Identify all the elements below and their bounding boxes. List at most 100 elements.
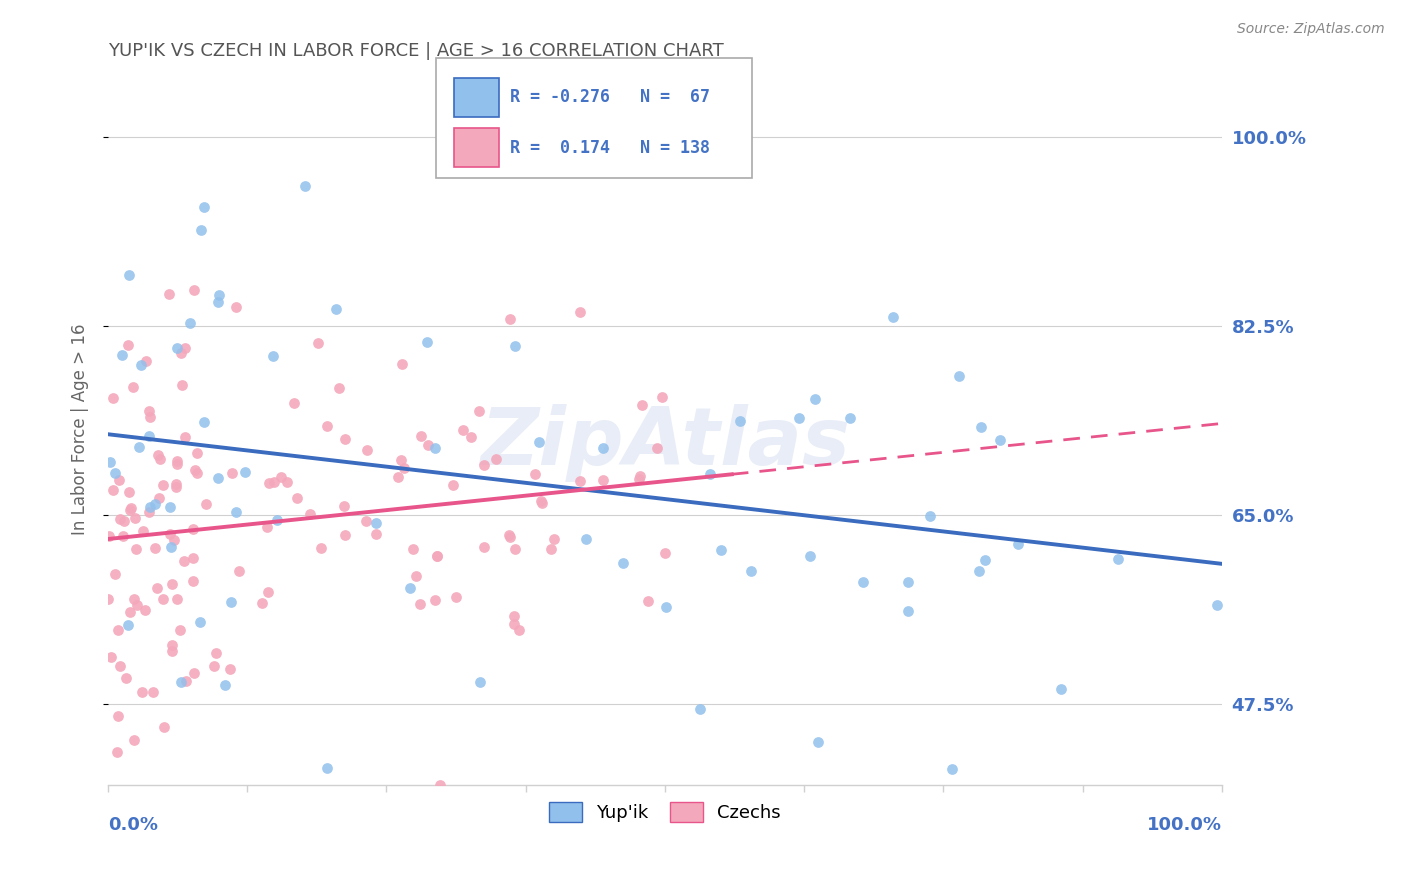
Point — [138, 429, 160, 443]
Point — [897, 575, 920, 590]
Point — [806, 735, 828, 749]
Point — [948, 369, 970, 384]
Point — [118, 268, 141, 282]
Point — [183, 550, 205, 565]
Point — [540, 541, 562, 556]
Text: R = -0.276   N =  67: R = -0.276 N = 67 — [510, 88, 710, 106]
Text: Source: ZipAtlas.com: Source: ZipAtlas.com — [1237, 22, 1385, 37]
Point — [166, 591, 188, 606]
Point — [405, 568, 427, 582]
Point — [160, 638, 183, 652]
Point — [508, 623, 530, 637]
Point — [115, 671, 138, 685]
Point — [166, 454, 188, 468]
Point — [101, 391, 124, 405]
Point — [411, 429, 433, 443]
Point — [257, 584, 280, 599]
Point — [472, 541, 495, 555]
Point — [655, 599, 678, 614]
Point — [654, 546, 676, 560]
Point — [218, 662, 240, 676]
Point — [325, 301, 347, 316]
Point — [503, 339, 526, 353]
Point — [294, 179, 316, 194]
Point — [214, 678, 236, 692]
Point — [162, 577, 184, 591]
Point — [627, 472, 650, 486]
Point — [122, 733, 145, 747]
Point — [543, 532, 565, 546]
Point — [612, 556, 634, 570]
Point — [647, 441, 669, 455]
Text: 0.0%: 0.0% — [108, 815, 157, 833]
Point — [307, 336, 329, 351]
Point — [444, 590, 467, 604]
Point — [100, 650, 122, 665]
Point — [637, 593, 659, 607]
Point — [356, 514, 378, 528]
Point — [366, 527, 388, 541]
Point — [104, 567, 127, 582]
Point — [416, 334, 439, 349]
Point — [316, 761, 339, 775]
Point — [148, 448, 170, 462]
Point — [468, 674, 491, 689]
Point — [131, 685, 153, 699]
Point — [159, 540, 181, 554]
Point — [356, 443, 378, 458]
Point — [152, 591, 174, 606]
Point — [186, 446, 208, 460]
Point — [1206, 598, 1229, 612]
Point — [426, 549, 449, 563]
Point — [221, 466, 243, 480]
Point — [139, 409, 162, 424]
Point — [125, 598, 148, 612]
Point — [409, 598, 432, 612]
Point — [145, 498, 167, 512]
Point — [451, 423, 474, 437]
Point — [219, 595, 242, 609]
Point — [728, 414, 751, 428]
Point — [207, 287, 229, 301]
Point — [107, 473, 129, 487]
Point — [121, 380, 143, 394]
Point — [402, 542, 425, 557]
Point — [882, 310, 904, 324]
Point — [920, 508, 942, 523]
Point — [118, 605, 141, 619]
Point — [569, 474, 592, 488]
Point — [117, 618, 139, 632]
Point — [159, 527, 181, 541]
Point — [139, 500, 162, 514]
Point — [163, 533, 186, 547]
Point — [186, 466, 208, 480]
Point — [387, 470, 409, 484]
Point — [316, 419, 339, 434]
Text: R =  0.174   N = 138: R = 0.174 N = 138 — [510, 138, 710, 157]
Point — [252, 596, 274, 610]
Text: YUP'IK VS CZECH IN LABOR FORCE | AGE > 16 CORRELATION CHART: YUP'IK VS CZECH IN LABOR FORCE | AGE > 1… — [108, 42, 724, 60]
Point — [262, 349, 284, 363]
Point — [181, 521, 204, 535]
Point — [789, 410, 811, 425]
Point — [160, 644, 183, 658]
Point — [179, 316, 201, 330]
Point — [193, 200, 215, 214]
Point — [502, 609, 524, 624]
Point — [190, 223, 212, 237]
Point — [970, 420, 993, 434]
Point — [389, 452, 412, 467]
Point — [170, 674, 193, 689]
Point — [225, 505, 247, 519]
Point — [193, 416, 215, 430]
Point — [194, 497, 217, 511]
Point — [184, 463, 207, 477]
Point — [159, 500, 181, 514]
Point — [101, 483, 124, 498]
Point — [124, 511, 146, 525]
Point — [333, 499, 356, 513]
Point — [897, 604, 920, 618]
Point — [142, 684, 165, 698]
Point — [852, 574, 875, 589]
Point — [190, 615, 212, 630]
